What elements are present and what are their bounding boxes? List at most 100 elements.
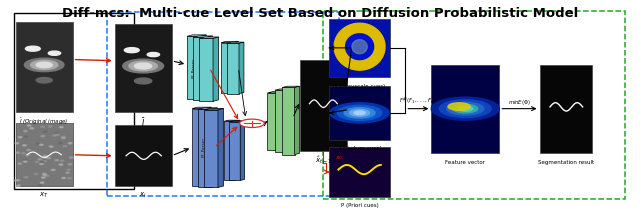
Polygon shape — [187, 36, 201, 99]
Circle shape — [60, 160, 64, 161]
Text: G (Grayscale cues): G (Grayscale cues) — [333, 84, 386, 88]
Circle shape — [67, 177, 71, 179]
Polygon shape — [201, 35, 206, 99]
Circle shape — [66, 172, 69, 173]
Polygon shape — [204, 108, 223, 110]
Circle shape — [24, 177, 28, 178]
Circle shape — [18, 163, 22, 164]
Polygon shape — [221, 43, 234, 93]
Polygon shape — [275, 89, 292, 90]
FancyBboxPatch shape — [329, 19, 390, 77]
Polygon shape — [229, 122, 240, 180]
Circle shape — [48, 51, 61, 55]
Text: T (Texture cues): T (Texture cues) — [338, 146, 381, 151]
Circle shape — [42, 173, 46, 174]
FancyBboxPatch shape — [16, 123, 73, 186]
Circle shape — [22, 145, 26, 146]
Circle shape — [40, 161, 44, 162]
Circle shape — [239, 119, 264, 127]
Circle shape — [41, 135, 45, 137]
Circle shape — [63, 146, 67, 147]
Polygon shape — [198, 108, 218, 109]
Circle shape — [19, 137, 22, 138]
Circle shape — [26, 46, 40, 51]
FancyBboxPatch shape — [431, 65, 499, 153]
Text: Feature vector: Feature vector — [445, 160, 485, 165]
Circle shape — [123, 59, 164, 73]
Text: $\bar{I}$ (Original image): $\bar{I}$ (Original image) — [19, 117, 69, 127]
FancyBboxPatch shape — [329, 147, 390, 197]
Circle shape — [40, 144, 43, 145]
Circle shape — [68, 143, 72, 144]
Circle shape — [448, 103, 470, 110]
Polygon shape — [221, 41, 238, 43]
Circle shape — [59, 164, 63, 165]
Circle shape — [23, 160, 27, 161]
Text: FF-Parser: FF-Parser — [202, 137, 205, 157]
Polygon shape — [236, 120, 239, 180]
Circle shape — [431, 97, 499, 120]
Circle shape — [62, 136, 65, 137]
FancyBboxPatch shape — [115, 125, 172, 186]
Polygon shape — [234, 41, 238, 93]
Text: $\hat{x}_{t-1}$: $\hat{x}_{t-1}$ — [315, 155, 332, 166]
Circle shape — [44, 157, 47, 158]
Text: P (Priori cues): P (Priori cues) — [340, 203, 378, 208]
Circle shape — [134, 78, 152, 84]
Polygon shape — [224, 120, 239, 121]
Circle shape — [45, 175, 49, 176]
Circle shape — [45, 154, 48, 155]
Circle shape — [439, 100, 492, 118]
Circle shape — [43, 174, 47, 176]
Text: Diff-mcs:  Multi-cue Level Set Based on Diffusion Probabilistic Model: Diff-mcs: Multi-cue Level Set Based on D… — [62, 7, 578, 20]
Polygon shape — [282, 86, 300, 88]
Polygon shape — [346, 34, 374, 60]
Polygon shape — [187, 35, 206, 36]
Polygon shape — [213, 37, 219, 101]
FancyBboxPatch shape — [115, 24, 172, 112]
Circle shape — [453, 104, 477, 113]
Text: $x_i$: $x_i$ — [140, 191, 147, 200]
Circle shape — [55, 160, 58, 161]
Circle shape — [134, 63, 152, 69]
Text: $min E(\Phi)$: $min E(\Phi)$ — [508, 98, 531, 107]
Polygon shape — [205, 107, 211, 186]
Circle shape — [47, 157, 51, 159]
Circle shape — [23, 161, 27, 162]
Polygon shape — [193, 36, 212, 37]
FancyBboxPatch shape — [300, 60, 347, 151]
Polygon shape — [240, 121, 244, 180]
Circle shape — [60, 127, 63, 128]
Circle shape — [42, 161, 46, 162]
Polygon shape — [200, 38, 213, 101]
Polygon shape — [204, 110, 218, 187]
Circle shape — [61, 137, 65, 138]
Polygon shape — [352, 40, 367, 54]
Circle shape — [24, 136, 28, 137]
Polygon shape — [268, 92, 285, 93]
Polygon shape — [280, 92, 285, 150]
Text: $x_T$: $x_T$ — [40, 191, 49, 200]
Circle shape — [31, 60, 58, 70]
Circle shape — [30, 128, 34, 129]
Polygon shape — [287, 89, 292, 152]
Circle shape — [44, 131, 47, 132]
Circle shape — [26, 155, 29, 156]
Circle shape — [354, 111, 365, 115]
Polygon shape — [212, 108, 218, 187]
Text: $x_0$: $x_0$ — [335, 154, 343, 162]
Polygon shape — [294, 86, 300, 154]
Circle shape — [17, 185, 20, 186]
Circle shape — [68, 164, 72, 165]
Circle shape — [16, 152, 20, 153]
Circle shape — [458, 106, 473, 111]
Circle shape — [15, 143, 19, 144]
Circle shape — [27, 149, 30, 151]
Circle shape — [51, 169, 55, 170]
Circle shape — [55, 133, 58, 134]
Polygon shape — [275, 90, 287, 152]
Circle shape — [35, 161, 39, 162]
Polygon shape — [239, 42, 244, 94]
Polygon shape — [282, 88, 294, 154]
Circle shape — [28, 125, 31, 126]
